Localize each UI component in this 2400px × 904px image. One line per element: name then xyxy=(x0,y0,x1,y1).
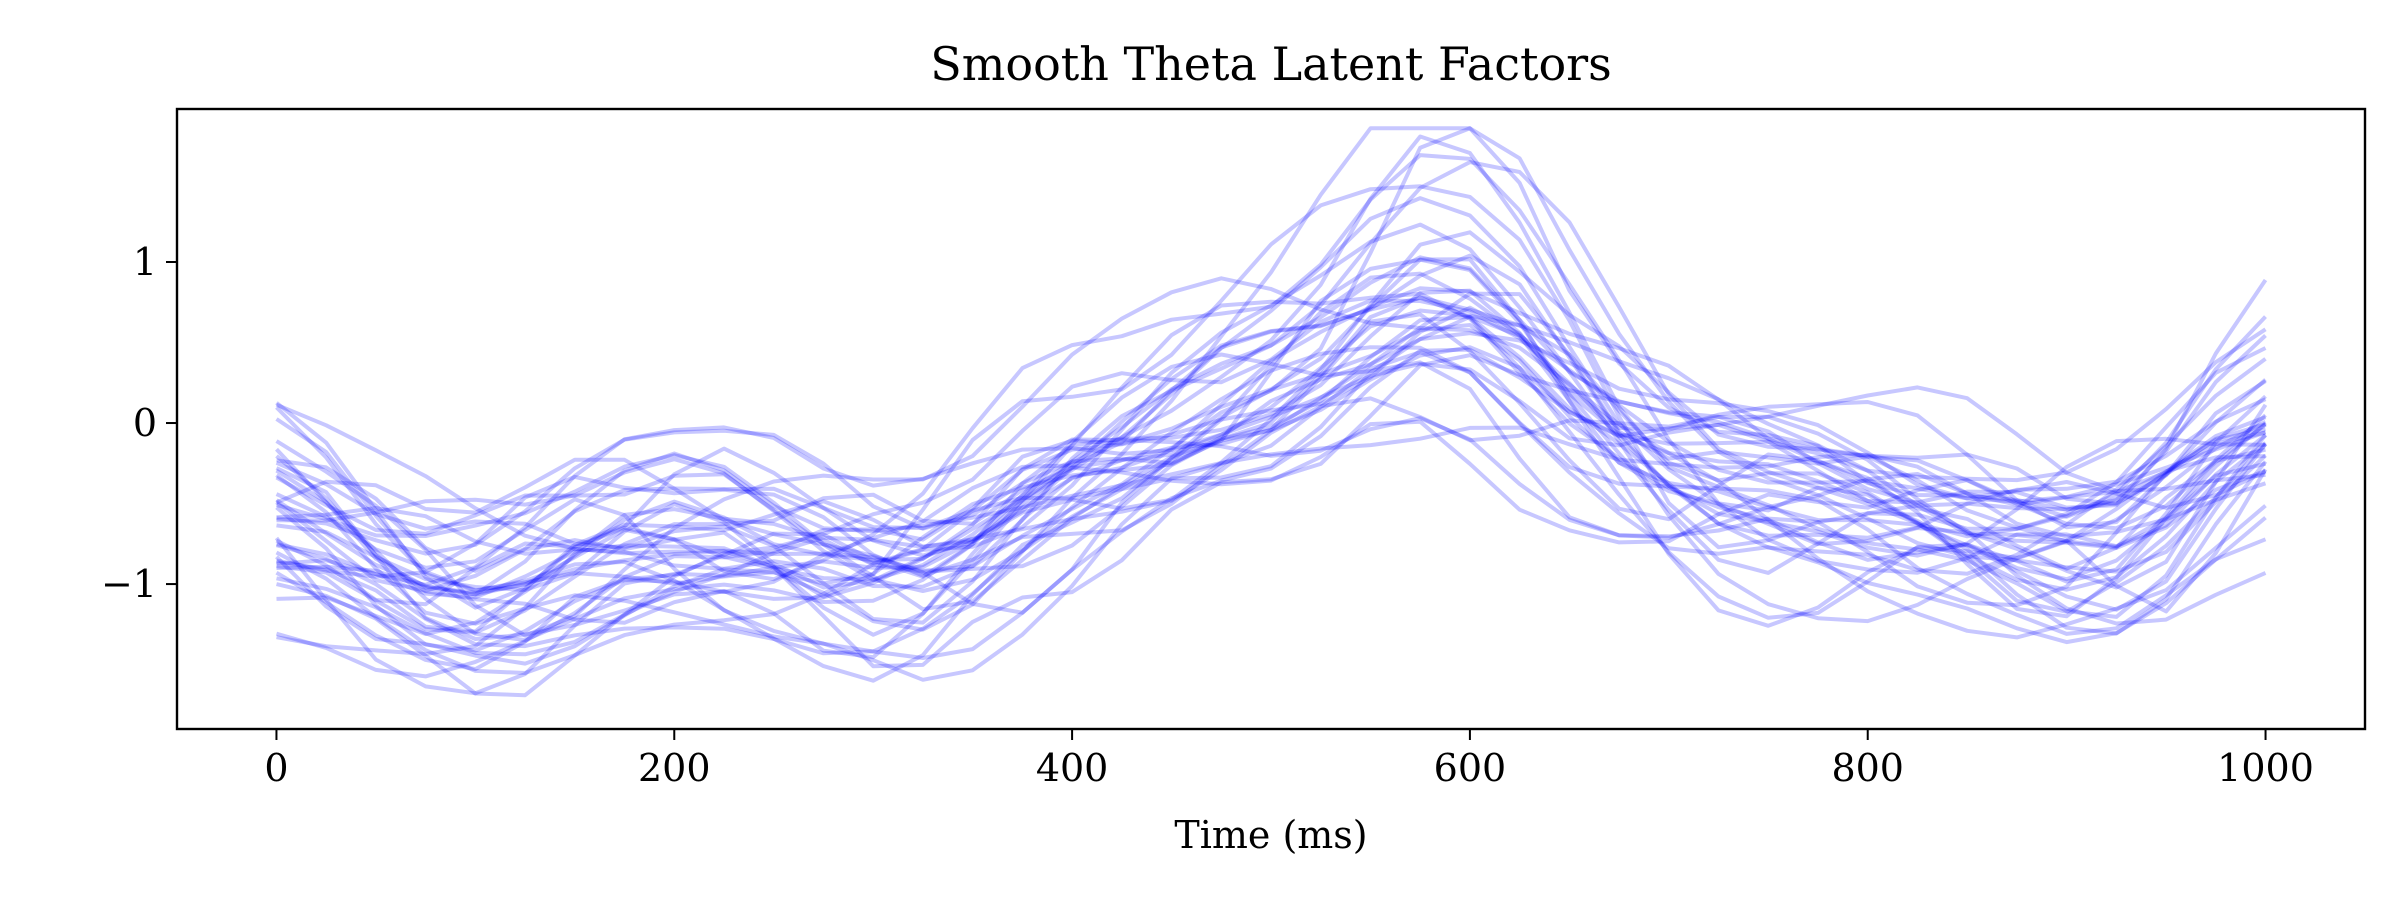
series-line-40 xyxy=(276,361,2266,587)
series-line-24 xyxy=(275,305,2267,566)
series-line-7 xyxy=(276,314,2267,656)
series-line-12 xyxy=(276,298,2266,657)
series-line-38 xyxy=(275,291,2267,660)
series-line-27 xyxy=(276,419,2266,635)
series-line-3 xyxy=(275,184,2267,599)
series-line-20 xyxy=(275,314,2268,666)
series-line-25 xyxy=(274,352,2267,696)
series-line-36 xyxy=(275,347,2267,660)
series-line-19 xyxy=(276,291,2267,579)
series-line-22 xyxy=(275,345,2267,656)
series-line-14 xyxy=(275,271,2267,607)
x-tick-label: 0 xyxy=(264,746,288,790)
series-line-31 xyxy=(275,345,2268,636)
series-line-21 xyxy=(275,350,2267,682)
axes-frame xyxy=(175,107,2367,731)
chart-title: Smooth Theta Latent Factors xyxy=(930,37,1612,91)
series-line-32 xyxy=(276,353,2267,669)
series-line-2 xyxy=(275,134,2268,642)
series-line-16 xyxy=(276,126,2267,589)
series-line-13 xyxy=(275,257,2267,679)
x-axis-label: Time (ms) xyxy=(1174,813,1367,857)
series-line-18 xyxy=(275,222,2267,675)
series-line-8 xyxy=(275,153,2267,595)
series-line-33 xyxy=(275,323,2268,683)
series-line-35 xyxy=(276,425,2267,597)
series-line-4 xyxy=(275,288,2267,672)
series-lines xyxy=(274,126,2268,698)
series-line-9 xyxy=(275,253,2267,653)
series-line-28 xyxy=(275,295,2267,612)
series-line-39 xyxy=(276,416,2266,636)
series-line-5 xyxy=(276,257,2267,556)
series-line-34 xyxy=(275,255,2267,610)
x-tick-label: 400 xyxy=(1036,746,1109,790)
ticks: 0 200 400 600 800 1000 −1 0 1 xyxy=(101,240,2314,790)
series-line-1 xyxy=(276,230,2266,573)
series-line-10 xyxy=(275,196,2267,641)
y-tick-label: 1 xyxy=(133,240,157,284)
x-tick-label: 1000 xyxy=(2217,746,2314,790)
series-line-37 xyxy=(275,286,2266,625)
y-tick-label: 0 xyxy=(133,401,157,445)
series-line-30 xyxy=(275,308,2267,637)
series-line-15 xyxy=(275,126,2266,632)
series-line-6 xyxy=(275,160,2267,614)
x-tick-label: 600 xyxy=(1434,746,1507,790)
series-line-26 xyxy=(275,276,2268,638)
series-line-23 xyxy=(276,396,2268,614)
x-tick-label: 800 xyxy=(1831,746,1904,790)
series-line-11 xyxy=(276,312,2267,634)
x-tick-label: 200 xyxy=(638,746,711,790)
y-tick-label: −1 xyxy=(101,562,157,606)
series-line-29 xyxy=(276,331,2267,593)
series-line-17 xyxy=(276,295,2267,698)
